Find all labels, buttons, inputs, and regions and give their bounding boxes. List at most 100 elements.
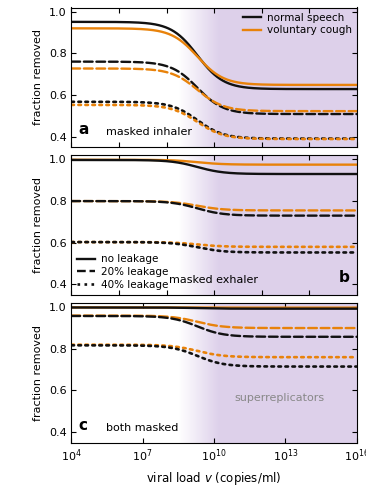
Bar bbox=[189, 8, 190, 147]
Bar bbox=[213, 156, 214, 294]
Bar bbox=[189, 303, 190, 442]
Bar bbox=[201, 156, 202, 294]
Bar bbox=[214, 8, 215, 147]
Bar bbox=[179, 303, 180, 442]
Bar bbox=[214, 303, 215, 442]
Bar bbox=[189, 156, 190, 294]
Text: c: c bbox=[79, 418, 87, 432]
Legend: normal speech, voluntary cough: normal speech, voluntary cough bbox=[240, 10, 354, 38]
Bar bbox=[197, 156, 198, 294]
Bar bbox=[182, 8, 183, 147]
Bar bbox=[207, 156, 208, 294]
Bar bbox=[209, 8, 210, 147]
Bar bbox=[215, 303, 216, 442]
Text: b: b bbox=[339, 270, 350, 285]
Bar bbox=[195, 8, 196, 147]
Bar bbox=[193, 8, 194, 147]
Bar bbox=[208, 156, 209, 294]
Text: both masked: both masked bbox=[106, 422, 178, 432]
Bar bbox=[206, 8, 207, 147]
Bar bbox=[179, 8, 180, 147]
Text: superreplicators: superreplicators bbox=[235, 394, 325, 404]
Bar bbox=[212, 156, 213, 294]
Bar bbox=[183, 303, 184, 442]
Bar bbox=[190, 303, 191, 442]
Bar bbox=[199, 156, 200, 294]
Text: masked exhaler: masked exhaler bbox=[169, 275, 258, 285]
Bar bbox=[194, 303, 195, 442]
Bar bbox=[180, 303, 181, 442]
Bar bbox=[192, 303, 193, 442]
Bar bbox=[206, 156, 207, 294]
Bar bbox=[217, 303, 218, 442]
Bar bbox=[215, 156, 216, 294]
Bar bbox=[193, 303, 194, 442]
Bar bbox=[212, 303, 213, 442]
Bar bbox=[208, 303, 209, 442]
Bar bbox=[192, 8, 193, 147]
Bar bbox=[179, 156, 180, 294]
Bar bbox=[216, 8, 217, 147]
Bar bbox=[190, 156, 191, 294]
Bar bbox=[196, 156, 197, 294]
Bar bbox=[182, 303, 183, 442]
Bar bbox=[218, 156, 219, 294]
Text: a: a bbox=[79, 122, 89, 137]
Bar bbox=[195, 303, 196, 442]
Bar bbox=[188, 8, 189, 147]
Bar bbox=[183, 156, 184, 294]
Bar bbox=[206, 303, 207, 442]
Bar bbox=[201, 8, 202, 147]
Bar bbox=[198, 8, 199, 147]
Bar bbox=[214, 156, 215, 294]
Bar bbox=[181, 8, 182, 147]
Bar bbox=[205, 8, 206, 147]
Bar bbox=[200, 303, 201, 442]
Bar bbox=[184, 303, 185, 442]
Legend: no leakage, 20% leakage, 40% leakage: no leakage, 20% leakage, 40% leakage bbox=[75, 252, 170, 292]
Bar bbox=[195, 156, 196, 294]
Bar bbox=[212, 8, 213, 147]
Bar bbox=[211, 156, 212, 294]
Bar bbox=[196, 8, 197, 147]
Bar bbox=[216, 156, 217, 294]
Bar bbox=[210, 156, 211, 294]
Bar bbox=[198, 156, 199, 294]
Bar bbox=[203, 156, 204, 294]
Bar bbox=[180, 156, 181, 294]
Bar bbox=[197, 8, 198, 147]
Bar bbox=[186, 303, 187, 442]
Bar bbox=[187, 8, 188, 147]
Bar bbox=[215, 8, 216, 147]
Bar bbox=[207, 303, 208, 442]
Bar bbox=[200, 8, 201, 147]
Bar bbox=[194, 8, 195, 147]
Bar bbox=[186, 156, 187, 294]
Bar bbox=[204, 303, 205, 442]
Bar bbox=[184, 156, 185, 294]
Y-axis label: fraction removed: fraction removed bbox=[33, 29, 43, 125]
Bar bbox=[198, 303, 199, 442]
Bar bbox=[202, 8, 203, 147]
Bar bbox=[199, 8, 200, 147]
Bar bbox=[203, 303, 204, 442]
Bar bbox=[217, 156, 218, 294]
Bar bbox=[181, 156, 182, 294]
Bar bbox=[187, 303, 188, 442]
Bar bbox=[185, 156, 186, 294]
Bar bbox=[199, 303, 200, 442]
Bar bbox=[196, 303, 197, 442]
Bar bbox=[180, 8, 181, 147]
Y-axis label: fraction removed: fraction removed bbox=[33, 177, 43, 273]
Bar bbox=[202, 156, 203, 294]
Bar bbox=[190, 8, 191, 147]
Bar bbox=[209, 156, 210, 294]
Bar bbox=[191, 303, 192, 442]
Bar bbox=[188, 303, 189, 442]
Bar bbox=[204, 8, 205, 147]
Bar bbox=[181, 303, 182, 442]
Bar bbox=[191, 156, 192, 294]
Bar bbox=[197, 303, 198, 442]
Bar bbox=[186, 8, 187, 147]
Bar bbox=[218, 303, 219, 442]
